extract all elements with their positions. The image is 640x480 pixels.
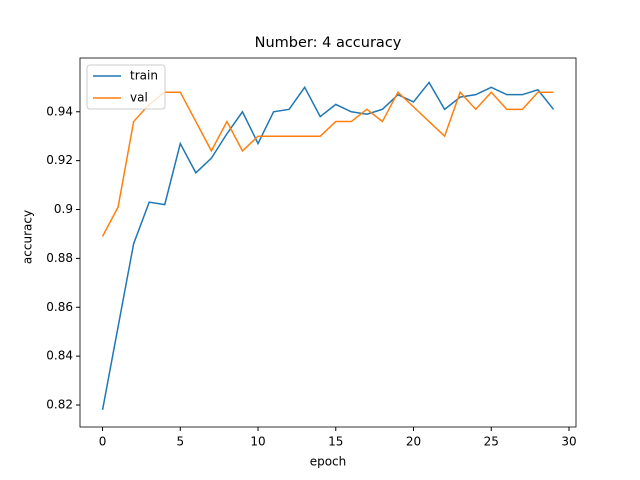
- y-axis-label: accuracy: [21, 210, 35, 264]
- series-line: [101, 81, 555, 411]
- x-tick-label: 15: [328, 435, 343, 449]
- x-tick-label: 25: [484, 435, 499, 449]
- x-tick-label: 30: [561, 435, 576, 449]
- x-tick-label: 5: [176, 435, 184, 449]
- legend-label: train: [130, 69, 158, 83]
- y-tick-label: 0.84: [46, 349, 73, 363]
- y-tick-label: 0.86: [46, 300, 73, 314]
- legend-label: val: [130, 91, 148, 105]
- y-tick-label: 0.92: [46, 153, 73, 167]
- y-tick-label: 0.9: [54, 202, 73, 216]
- series-line: [101, 90, 554, 237]
- x-tick-label: 0: [99, 435, 107, 449]
- chart-title: Number: 4 accuracy: [255, 35, 402, 51]
- plot-frame: [79, 57, 577, 428]
- y-tick-label: 0.88: [46, 251, 73, 265]
- x-tick-label: 20: [406, 435, 421, 449]
- x-axis-label: epoch: [310, 455, 347, 469]
- y-tick-label: 0.82: [46, 398, 73, 412]
- x-tick-label: 10: [250, 435, 265, 449]
- y-tick-label: 0.94: [46, 104, 73, 118]
